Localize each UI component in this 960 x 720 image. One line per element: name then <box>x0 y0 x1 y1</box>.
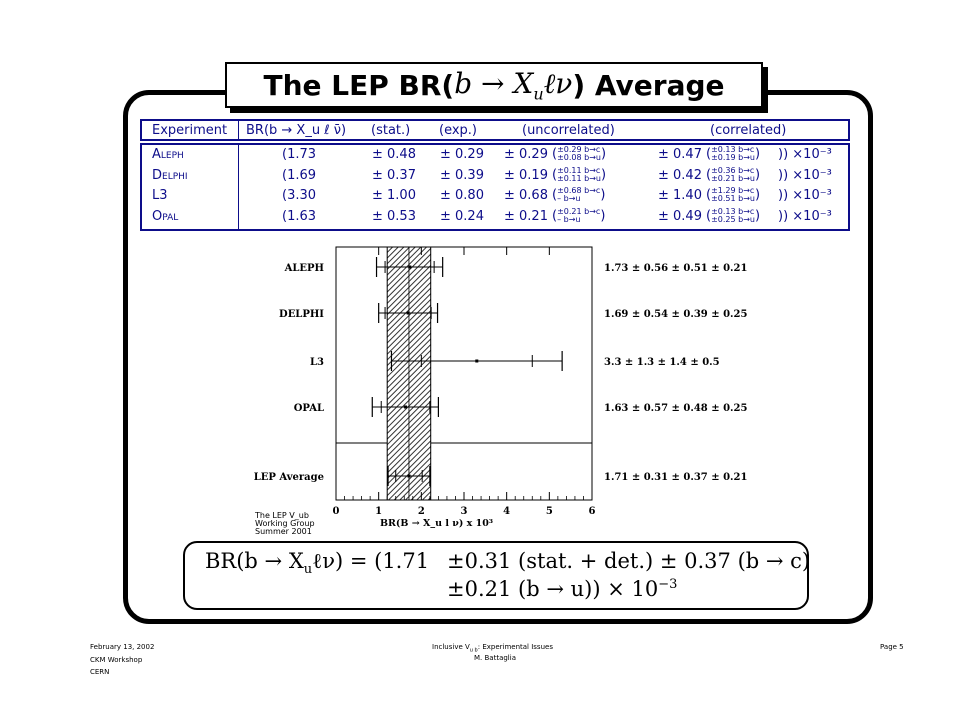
row-4-experiment: Opal <box>152 208 179 224</box>
result-line-1-errors: ±0.31 (stat. + det.) ± 0.37 (b → c) <box>447 549 811 573</box>
table-body: Aleph (1.73 ± 0.48 ± 0.29 ± 0.29 (±0.29 b→c ±0… <box>140 143 850 231</box>
row-3-correlated: ± 1.40 <box>658 188 702 203</box>
entry-lep-average: LEP Average 1.71 ± 0.31 ± 0.37 ± 0.21 <box>254 466 747 486</box>
header-exp: (exp.) <box>439 123 477 138</box>
header-br: BR(b → X_u ℓ ν̄) <box>246 123 347 138</box>
header-correlated: (correlated) <box>710 123 787 138</box>
entry-l3: L3 3.3 ± 1.3 ± 1.4 ± 0.5 <box>310 351 720 371</box>
footer-topic: Inclusive Vu b: Experimental Issues <box>432 643 553 654</box>
row-4-correlated-split: (±0.13 b→c ±0.25 b→u) <box>706 206 761 224</box>
title-suffix: ) Average <box>572 68 725 102</box>
x-tick-label: 0 <box>333 506 340 517</box>
x-tick-label: 3 <box>461 506 468 517</box>
footer-event: CKM Workshop <box>90 656 143 664</box>
entry-value-text: 1.73 ± 0.56 ± 0.51 ± 0.21 <box>604 263 747 274</box>
entry-label: LEP Average <box>254 472 324 483</box>
row-4-exp: ± 0.24 <box>440 208 484 224</box>
central-value <box>475 359 479 363</box>
working-group-line-3: Summer 2001 <box>255 527 312 536</box>
x-axis-label: BR(B → X_u l ν) x 10³ <box>380 518 494 529</box>
x-tick-label: 2 <box>418 506 425 517</box>
entry-aleph: ALEPH 1.73 ± 0.56 ± 0.51 ± 0.21 <box>284 257 747 277</box>
row-4-unc: ± 0.21 <box>504 208 548 224</box>
result-line-2: ±0.21 (b → u)) × 10−3 <box>447 577 678 601</box>
slide-title: The LEP BR(b → Xuℓν) Average <box>225 62 763 108</box>
entry-value-text: 1.63 ± 0.57 ± 0.48 ± 0.25 <box>604 403 747 414</box>
working-group-line-2: Working Group <box>255 519 315 528</box>
row-1-br: (1.73 <box>282 147 317 162</box>
row-2-correlated-split: (±0.36 b→c ±0.21 b→u) <box>706 165 761 183</box>
entry-value-text: 1.71 ± 0.31 ± 0.37 ± 0.21 <box>604 472 747 483</box>
row-2-experiment: Delphi <box>152 167 188 183</box>
row-1-scale: )) ×10⁻³ <box>778 147 832 162</box>
entry-delphi: DELPHI 1.69 ± 0.54 ± 0.39 ± 0.25 <box>279 303 747 323</box>
entry-value-text: 1.69 ± 0.54 ± 0.39 ± 0.25 <box>604 309 747 320</box>
entry-opal: OPAL 1.63 ± 0.57 ± 0.48 ± 0.25 <box>294 397 747 417</box>
row-3-correlated-split: (±1.29 b→c ±0.51 b→u) <box>706 186 761 203</box>
row-1-uncorrelated-split: (±0.29 b→c ±0.08 b→u) <box>552 145 607 162</box>
row-3-experiment: L3 <box>152 188 168 203</box>
row-4-correlated: ± 0.49 <box>658 208 702 224</box>
row-2-correlated: ± 0.42 <box>658 167 702 183</box>
title-prefix: The LEP BR( <box>263 68 455 102</box>
row-2-stat: ± 0.37 <box>372 167 416 183</box>
footer-author: M. Battaglia <box>474 654 516 662</box>
footer-page: Page 5 <box>880 643 904 651</box>
entry-label: DELPHI <box>279 309 324 320</box>
row-4-br: (1.63 <box>282 208 317 224</box>
header-experiment: Experiment <box>152 123 228 138</box>
header-uncorrelated: (uncorrelated) <box>522 123 615 138</box>
row-2-scale: )) ×10⁻³ <box>778 167 832 183</box>
row-3-uncorrelated-split: (±0.68 b→c – b→u) <box>552 186 606 203</box>
result-box: BR(b → Xuℓν) = (1.71 ±0.31 (stat. + det.… <box>183 541 811 610</box>
plot-frame <box>335 246 593 501</box>
row-2-exp: ± 0.39 <box>440 167 484 183</box>
x-tick-label: 6 <box>589 506 596 517</box>
row-3-scale: )) ×10⁻³ <box>778 188 832 203</box>
x-tick-label: 5 <box>546 506 553 517</box>
row-1-experiment: Aleph <box>152 147 184 162</box>
central-value <box>407 474 411 478</box>
title-formula: b → Xuℓν <box>454 66 573 104</box>
row-1-exp: ± 0.29 <box>440 147 484 162</box>
row-4-stat: ± 0.53 <box>372 208 416 224</box>
x-tick-label: 1 <box>375 506 382 517</box>
row-4-uncorrelated-split: (±0.21 b→c – b→u) <box>552 206 606 224</box>
row-2-unc: ± 0.19 <box>504 167 548 183</box>
row-1-stat: ± 0.48 <box>372 147 416 162</box>
footer-date: February 13, 2002 <box>90 643 155 651</box>
row-3-stat: ± 1.00 <box>372 188 416 203</box>
central-value <box>408 265 412 269</box>
central-value <box>406 311 410 315</box>
row-1-correlated: ± 0.47 <box>658 147 702 162</box>
row-1-correlated-split: (±0.13 b→c ±0.19 b→u) <box>706 145 761 162</box>
header-stat: (stat.) <box>371 123 411 138</box>
row-3-exp: ± 0.80 <box>440 188 484 203</box>
entry-label: ALEPH <box>284 263 324 274</box>
entry-label: OPAL <box>294 403 324 414</box>
entry-label: L3 <box>310 357 324 368</box>
row-3-br: (3.30 <box>282 188 317 203</box>
row-2-br: (1.69 <box>282 167 317 183</box>
row-1-unc: ± 0.29 <box>504 147 548 162</box>
row-4-scale: )) ×10⁻³ <box>778 208 832 224</box>
central-value <box>404 405 408 409</box>
footer-place: CERN <box>90 668 110 676</box>
working-group-line-1: The LEP V_ub <box>255 511 309 520</box>
result-line-1: BR(b → Xuℓν) = (1.71 <box>205 549 430 578</box>
entry-value-text: 3.3 ± 1.3 ± 1.4 ± 0.5 <box>604 357 720 368</box>
table-header: Experiment BR(b → X_u ℓ ν̄) (stat.) (exp… <box>140 119 850 141</box>
x-tick-label: 4 <box>503 506 510 517</box>
row-3-unc: ± 0.68 <box>504 188 548 203</box>
forest-plot: ALEPH 1.73 ± 0.56 ± 0.51 ± 0.21 DELPHI 1.69… <box>254 246 747 517</box>
row-2-uncorrelated-split: (±0.11 b→c ±0.11 b→u) <box>552 165 607 183</box>
working-group-note: The LEP V_ub Working Group Summer 2001 <box>255 512 315 536</box>
